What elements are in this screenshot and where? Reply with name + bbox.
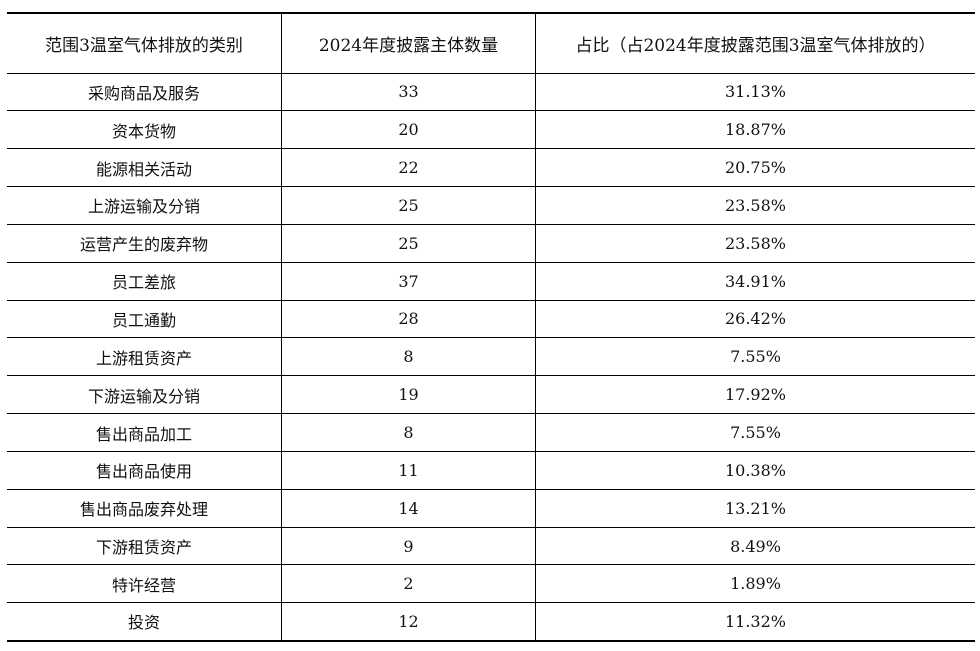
table-row: 采购商品及服务 33 31.13% (7, 73, 975, 112)
header-share: 占比（占2024年度披露范围3温室气体排放的） (535, 12, 975, 74)
cell-share: 8.49% (535, 527, 975, 566)
table-row: 运营产生的废弃物 25 23.58% (7, 224, 975, 263)
cell-category: 上游运输及分销 (7, 186, 282, 225)
table-row: 投资 12 11.32% (7, 602, 975, 642)
cell-share: 26.42% (535, 300, 975, 339)
scope3-emissions-table: 范围3温室气体排放的类别 2024年度披露主体数量 占比（占2024年度披露范围… (7, 12, 975, 642)
cell-count: 25 (281, 224, 536, 263)
cell-category: 售出商品使用 (7, 451, 282, 490)
table-row: 上游运输及分销 25 23.58% (7, 186, 975, 225)
table-row: 员工差旅 37 34.91% (7, 262, 975, 301)
cell-share: 20.75% (535, 148, 975, 188)
cell-share: 13.21% (535, 489, 975, 528)
cell-category: 下游租赁资产 (7, 527, 282, 566)
header-count: 2024年度披露主体数量 (281, 12, 536, 74)
table-row: 售出商品加工 8 7.55% (7, 413, 975, 452)
cell-share: 23.58% (535, 186, 975, 225)
cell-share: 34.91% (535, 262, 975, 301)
cell-category: 采购商品及服务 (7, 73, 282, 112)
cell-category: 运营产生的废弃物 (7, 224, 282, 263)
cell-count: 37 (281, 262, 536, 301)
cell-count: 25 (281, 186, 536, 225)
cell-count: 12 (281, 602, 536, 642)
header-row: 范围3温室气体排放的类别 2024年度披露主体数量 占比（占2024年度披露范围… (7, 12, 975, 74)
cell-count: 28 (281, 300, 536, 339)
table-row: 上游租赁资产 8 7.55% (7, 337, 975, 377)
cell-share: 1.89% (535, 564, 975, 604)
cell-share: 17.92% (535, 375, 975, 415)
cell-category: 投资 (7, 602, 282, 642)
cell-count: 14 (281, 489, 536, 528)
table-row: 员工通勤 28 26.42% (7, 300, 975, 339)
table-row: 能源相关活动 22 20.75% (7, 148, 975, 188)
cell-count: 11 (281, 451, 536, 490)
cell-category: 上游租赁资产 (7, 337, 282, 377)
table-row: 下游运输及分销 19 17.92% (7, 375, 975, 415)
cell-category: 员工差旅 (7, 262, 282, 301)
cell-count: 2 (281, 564, 536, 604)
table-row: 资本货物 20 18.87% (7, 110, 975, 150)
table-body: 采购商品及服务 33 31.13% 资本货物 20 18.87% 能源相关活动 22 20.75… (7, 73, 975, 642)
cell-count: 9 (281, 527, 536, 566)
cell-count: 33 (281, 73, 536, 112)
cell-category: 售出商品加工 (7, 413, 282, 452)
cell-share: 18.87% (535, 110, 975, 150)
cell-category: 资本货物 (7, 110, 282, 150)
table-row: 下游租赁资产 9 8.49% (7, 527, 975, 566)
cell-count: 20 (281, 110, 536, 150)
cell-share: 7.55% (535, 413, 975, 452)
cell-count: 19 (281, 375, 536, 415)
table-row: 售出商品废弃处理 14 13.21% (7, 489, 975, 528)
header-category: 范围3温室气体排放的类别 (7, 12, 282, 74)
cell-share: 11.32% (535, 602, 975, 642)
table-row: 特许经营 2 1.89% (7, 564, 975, 604)
cell-share: 7.55% (535, 337, 975, 377)
data-table-container: 范围3温室气体排放的类别 2024年度披露主体数量 占比（占2024年度披露范围… (7, 12, 975, 642)
cell-category: 能源相关活动 (7, 148, 282, 188)
cell-count: 8 (281, 413, 536, 452)
cell-category: 特许经营 (7, 564, 282, 604)
cell-share: 10.38% (535, 451, 975, 490)
cell-category: 售出商品废弃处理 (7, 489, 282, 528)
table-header: 范围3温室气体排放的类别 2024年度披露主体数量 占比（占2024年度披露范围… (7, 12, 975, 74)
cell-share: 31.13% (535, 73, 975, 112)
cell-category: 下游运输及分销 (7, 375, 282, 415)
cell-share: 23.58% (535, 224, 975, 263)
cell-category: 员工通勤 (7, 300, 282, 339)
cell-count: 8 (281, 337, 536, 377)
cell-count: 22 (281, 148, 536, 188)
table-row: 售出商品使用 11 10.38% (7, 451, 975, 490)
